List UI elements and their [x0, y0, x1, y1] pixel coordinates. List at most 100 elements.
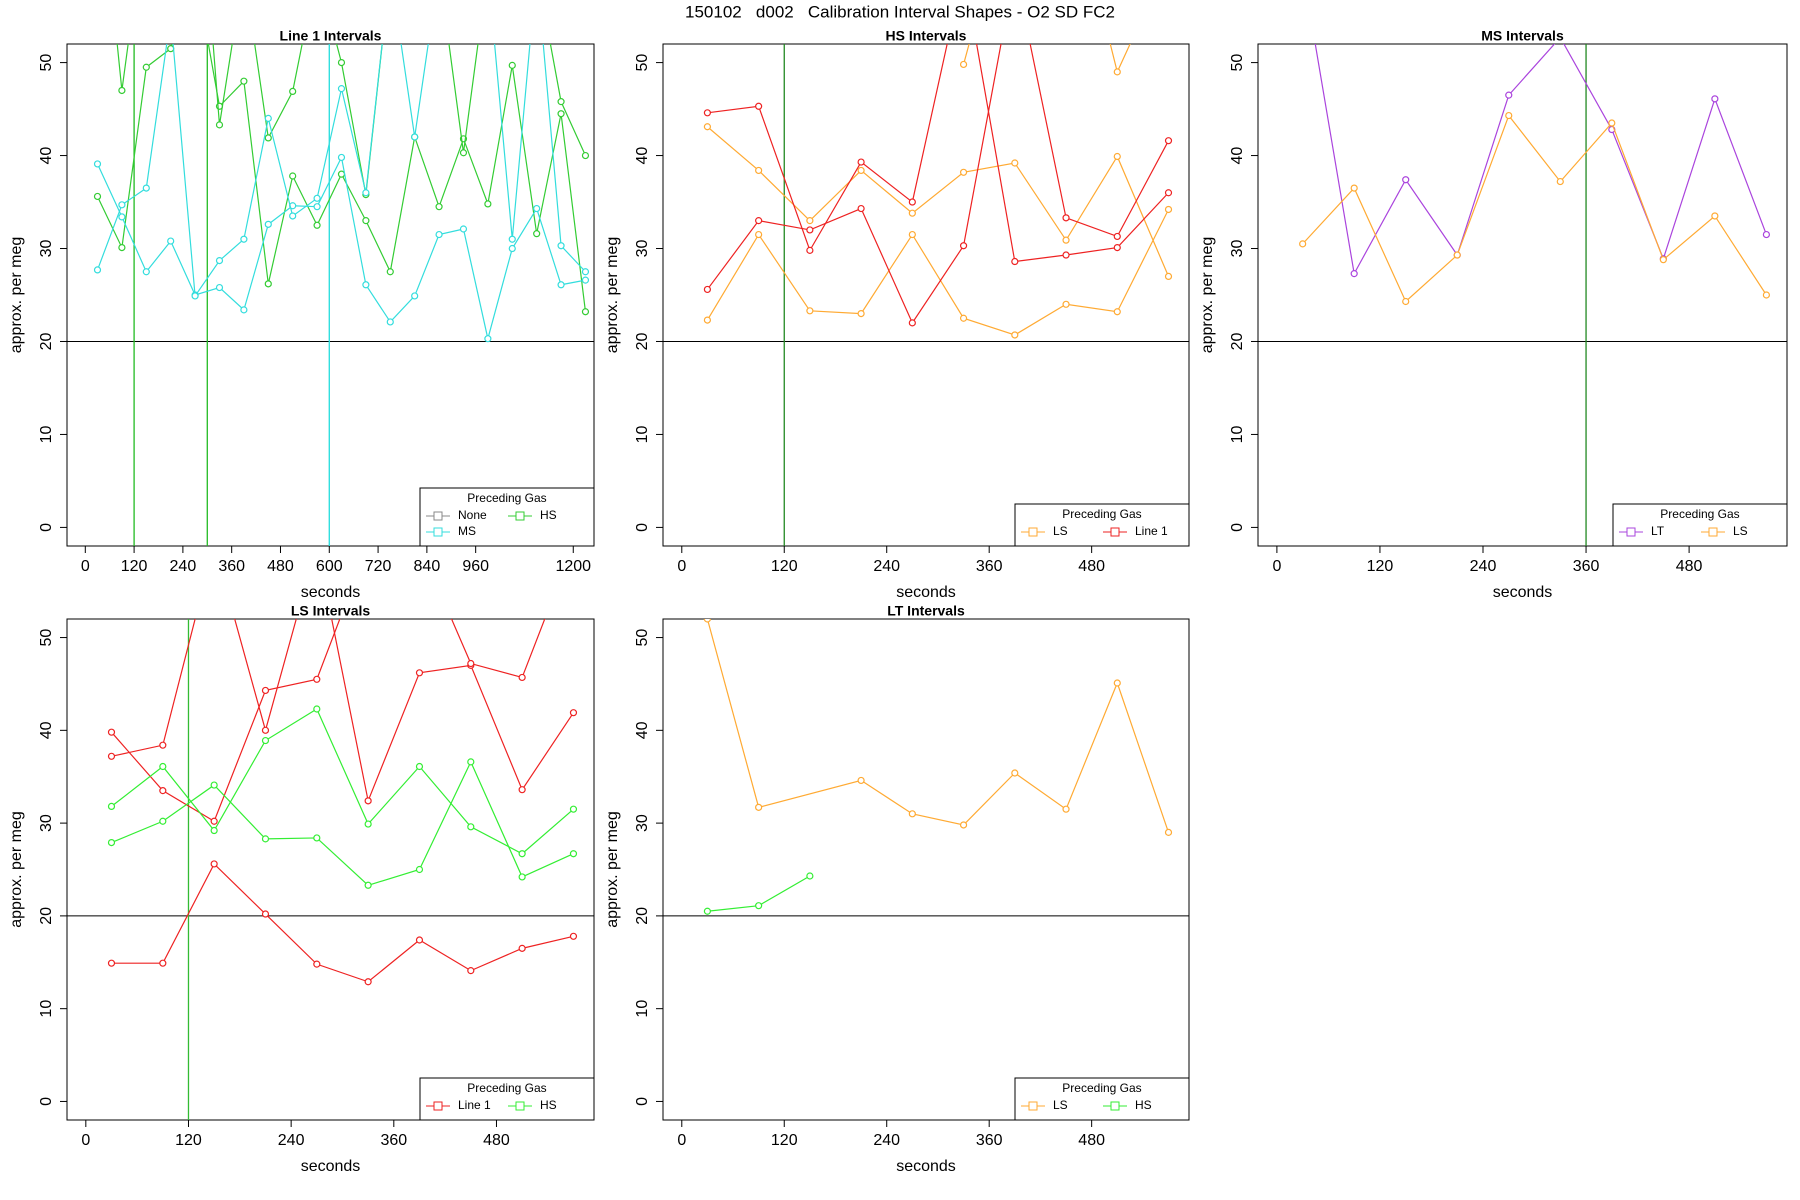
point: [118, 213, 126, 221]
point: [1062, 214, 1070, 222]
point: [1113, 232, 1121, 241]
panel: HS Intervals seconds approx. per meg 0 120 24…: [604, 28, 1190, 601]
point: [581, 276, 590, 284]
legend-box: [419, 1077, 595, 1121]
point: [518, 673, 526, 682]
y-tick-label: 0: [634, 523, 651, 532]
series-line: [707, 126, 1170, 277]
y-tick-label: 10: [634, 1000, 651, 1018]
x-tick-label: 0: [1272, 558, 1281, 575]
plot-area: [67, 619, 594, 1120]
legend-box: [1014, 503, 1190, 547]
point: [557, 110, 565, 118]
point: [755, 230, 763, 239]
legend-swatch: [1626, 527, 1636, 537]
series-line: [111, 619, 546, 823]
point: [364, 978, 372, 986]
point: [857, 166, 865, 175]
point: [313, 194, 321, 202]
series-line: [111, 708, 574, 855]
point: [467, 823, 475, 831]
point: [467, 967, 475, 975]
point: [261, 686, 270, 695]
point: [1164, 189, 1173, 197]
y-tick-label: 40: [634, 721, 651, 739]
legend-box: [1014, 1077, 1190, 1121]
y-tick-label: 50: [1229, 54, 1246, 72]
point: [1062, 300, 1070, 308]
point: [1402, 297, 1410, 306]
point: [313, 960, 321, 968]
point: [1062, 805, 1070, 813]
point: [908, 810, 916, 818]
y-tick-label: 20: [38, 332, 55, 350]
legend-label: HS: [540, 508, 557, 522]
panel: Line 1 Intervals seconds approx. per meg 0 1…: [8, 28, 595, 601]
y-tick-label: 0: [38, 1097, 55, 1106]
point: [857, 776, 865, 785]
point: [159, 741, 167, 749]
panel: LS Intervals seconds approx. per meg 0 120 24…: [8, 603, 595, 1175]
point: [557, 281, 565, 289]
plot-area: [1258, 44, 1787, 546]
x-axis-label: seconds: [301, 1158, 361, 1175]
y-tick-label: 10: [38, 1000, 55, 1018]
x-tick-label: 0: [81, 558, 90, 575]
point: [264, 134, 272, 142]
point: [411, 292, 419, 300]
x-tick-label: 720: [365, 558, 392, 575]
legend-swatch: [515, 1101, 525, 1111]
legend-label: Line 1: [1135, 524, 1168, 538]
point: [261, 835, 270, 843]
point: [240, 235, 248, 243]
x-tick-label: 600: [316, 558, 343, 575]
x-tick-label: 360: [976, 558, 1003, 575]
point: [557, 98, 565, 106]
point: [107, 838, 116, 847]
point: [210, 817, 218, 825]
point: [167, 237, 175, 245]
point: [959, 242, 968, 250]
panel-title: HS Intervals: [886, 28, 967, 44]
legend-title: Preceding Gas: [1062, 1081, 1141, 1095]
point: [755, 902, 763, 910]
plot-area: [663, 619, 1189, 917]
x-axis-label: seconds: [301, 584, 361, 601]
point: [508, 61, 516, 69]
point: [107, 728, 116, 736]
y-tick-label: 50: [38, 629, 55, 647]
y-axis-label: approx. per meg: [8, 237, 25, 354]
legend-label: LS: [1053, 524, 1068, 538]
main-title: 150102 d002 Calibration Interval Shapes …: [685, 2, 1115, 21]
legend-swatch: [1110, 1101, 1120, 1111]
point: [755, 166, 763, 175]
point: [1113, 243, 1121, 252]
x-tick-label: 120: [771, 1132, 798, 1149]
x-tick-label: 120: [1367, 558, 1394, 575]
legend-swatch: [515, 511, 525, 521]
y-tick-label: 30: [634, 814, 651, 832]
legend-label: HS: [540, 1098, 557, 1112]
legend-label: Line 1: [458, 1098, 491, 1112]
point: [1062, 236, 1070, 244]
point: [261, 726, 270, 734]
point: [289, 212, 297, 220]
point: [959, 821, 968, 829]
y-axis-label: approx. per meg: [1199, 237, 1216, 354]
x-tick-label: 240: [170, 558, 197, 575]
panel-title: LS Intervals: [291, 603, 371, 619]
point: [703, 907, 712, 915]
point: [415, 865, 424, 874]
point: [1711, 212, 1719, 220]
legend-label: MS: [458, 524, 476, 538]
legend-label: HS: [1135, 1098, 1152, 1112]
point: [1113, 679, 1121, 687]
point: [508, 235, 516, 243]
x-tick-label: 240: [1470, 558, 1497, 575]
point: [415, 669, 424, 677]
point: [1402, 176, 1410, 184]
point: [459, 225, 468, 233]
point: [518, 944, 526, 952]
point: [93, 266, 102, 274]
panel-title: LT Intervals: [887, 603, 965, 619]
